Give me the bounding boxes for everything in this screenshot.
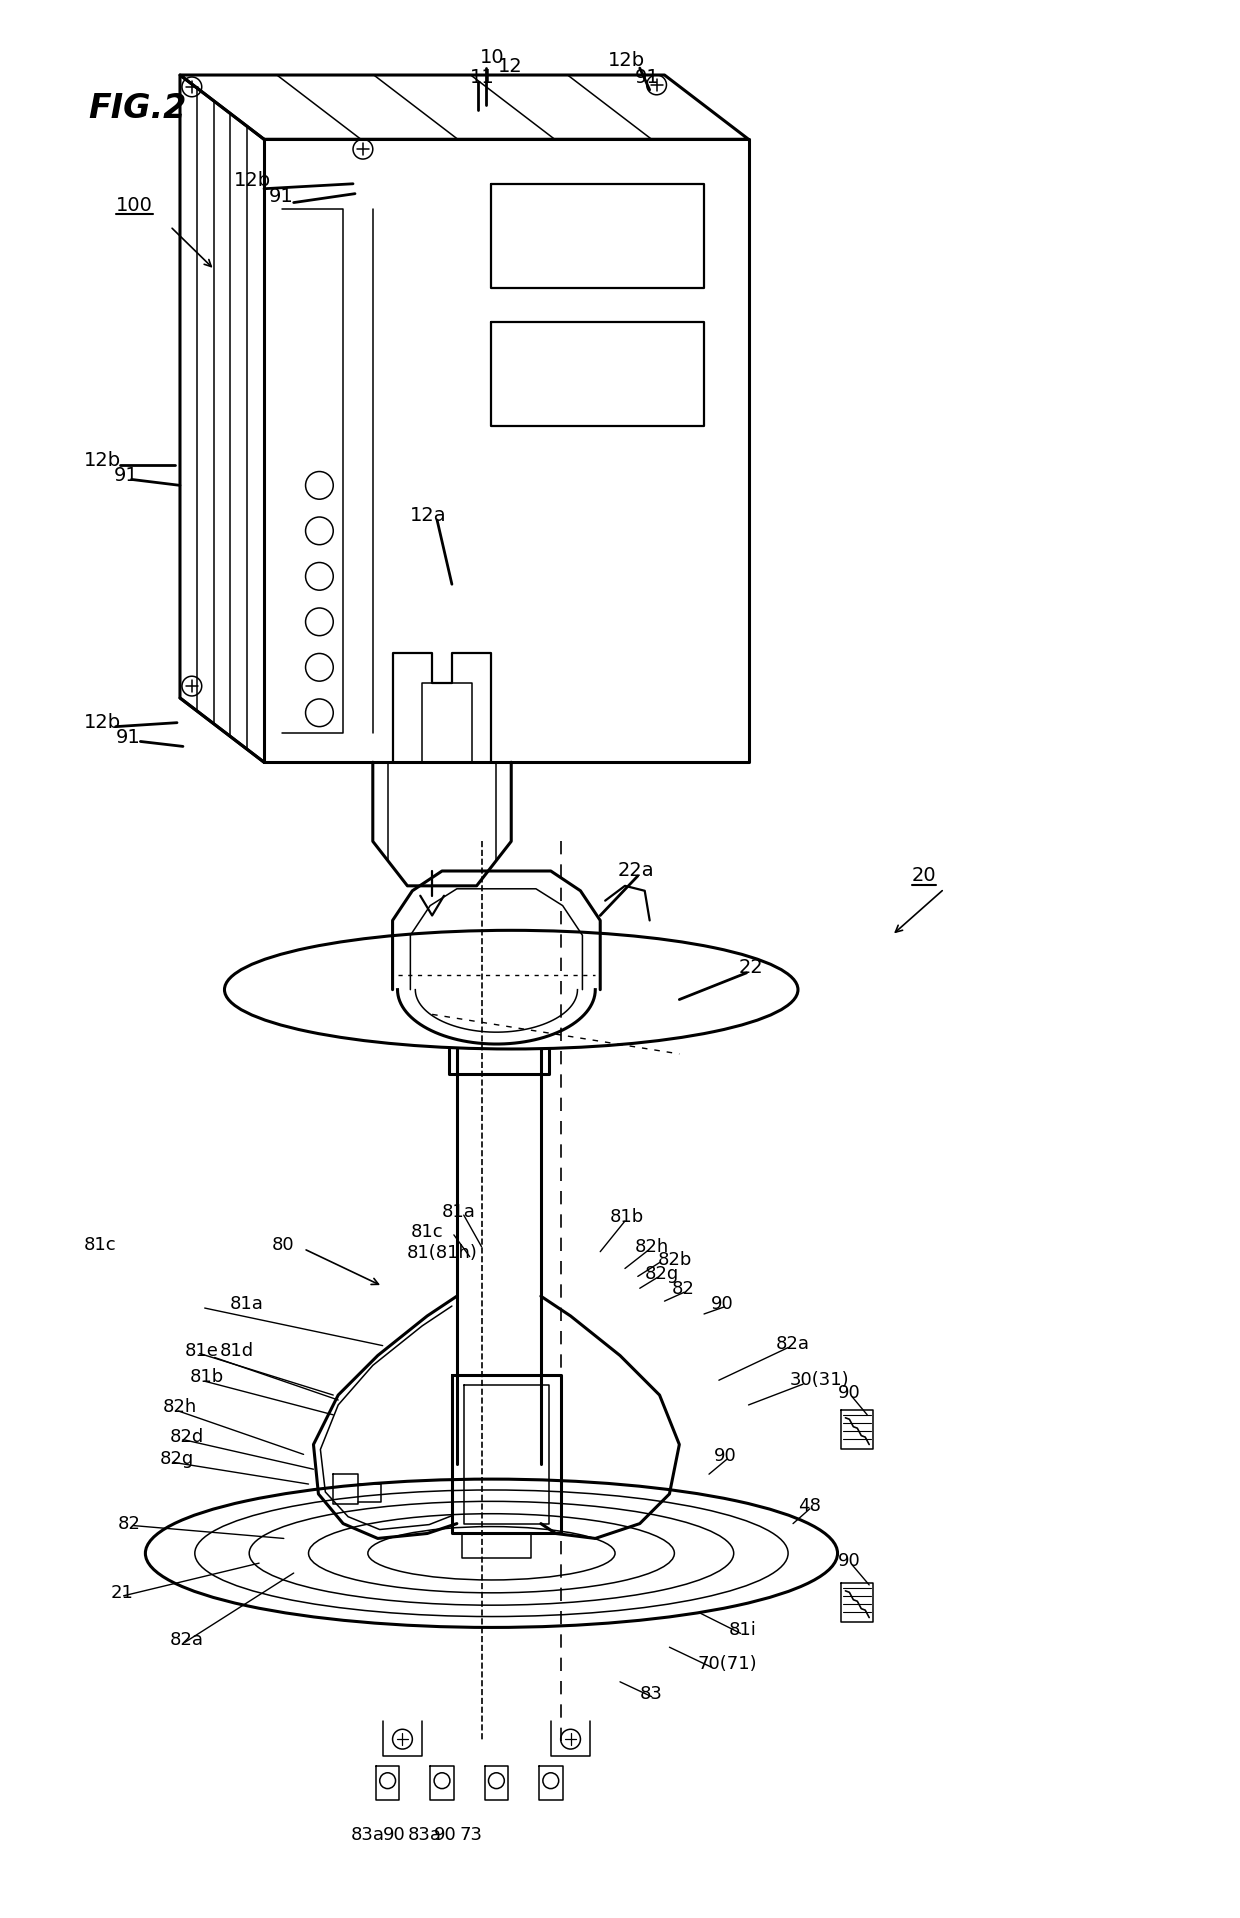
Text: 81c: 81c: [410, 1224, 443, 1241]
Text: 70(71): 70(71): [697, 1655, 756, 1672]
Text: 48: 48: [799, 1496, 821, 1515]
Text: 83: 83: [640, 1684, 662, 1703]
Text: 81b: 81b: [610, 1208, 645, 1226]
Text: 82: 82: [671, 1279, 694, 1298]
Text: 12b: 12b: [608, 50, 645, 69]
Text: 12: 12: [497, 58, 522, 75]
Text: 81a: 81a: [441, 1203, 476, 1222]
Text: FIG.2: FIG.2: [88, 92, 186, 125]
Text: 12b: 12b: [84, 713, 122, 733]
Text: 82h: 82h: [164, 1398, 197, 1415]
Text: 12b: 12b: [84, 451, 122, 470]
Text: 81b: 81b: [190, 1368, 224, 1387]
Text: 82: 82: [118, 1515, 140, 1532]
Text: 91: 91: [115, 729, 140, 746]
Text: 91: 91: [269, 188, 294, 205]
Text: 83a: 83a: [351, 1826, 386, 1843]
Text: 21: 21: [110, 1584, 134, 1602]
Text: 81e: 81e: [185, 1341, 218, 1360]
Text: 12b: 12b: [234, 171, 272, 190]
Text: 81d: 81d: [219, 1341, 254, 1360]
Text: 80: 80: [272, 1235, 295, 1254]
Text: 30(31): 30(31): [790, 1371, 849, 1389]
Text: 82g: 82g: [160, 1450, 195, 1469]
Text: 81(81h): 81(81h): [407, 1243, 477, 1262]
Text: 90: 90: [383, 1826, 405, 1843]
Text: 81i: 81i: [729, 1621, 756, 1640]
Text: 11: 11: [470, 69, 495, 88]
Text: 82h: 82h: [635, 1237, 670, 1256]
Text: 10: 10: [480, 48, 505, 67]
Text: 81a: 81a: [229, 1295, 263, 1314]
Text: 82a: 82a: [170, 1632, 205, 1649]
Text: 81c: 81c: [84, 1235, 117, 1254]
Text: 20: 20: [911, 867, 936, 886]
Text: 22a: 22a: [618, 861, 655, 880]
Text: 73: 73: [460, 1826, 482, 1843]
Text: 91: 91: [635, 69, 660, 88]
Text: 91: 91: [114, 466, 139, 485]
Text: 90: 90: [711, 1295, 734, 1314]
Text: 90: 90: [837, 1385, 861, 1402]
Text: 22: 22: [739, 959, 764, 978]
Text: 83a: 83a: [408, 1826, 441, 1843]
Text: 90: 90: [714, 1448, 737, 1465]
Text: 90: 90: [837, 1552, 861, 1571]
Text: 90: 90: [434, 1826, 456, 1843]
Text: 12a: 12a: [410, 506, 446, 524]
Text: 82a: 82a: [776, 1335, 810, 1352]
Text: 82b: 82b: [657, 1251, 692, 1268]
Text: 82g: 82g: [645, 1266, 680, 1283]
Text: 82d: 82d: [170, 1427, 205, 1446]
Text: 100: 100: [115, 196, 153, 215]
